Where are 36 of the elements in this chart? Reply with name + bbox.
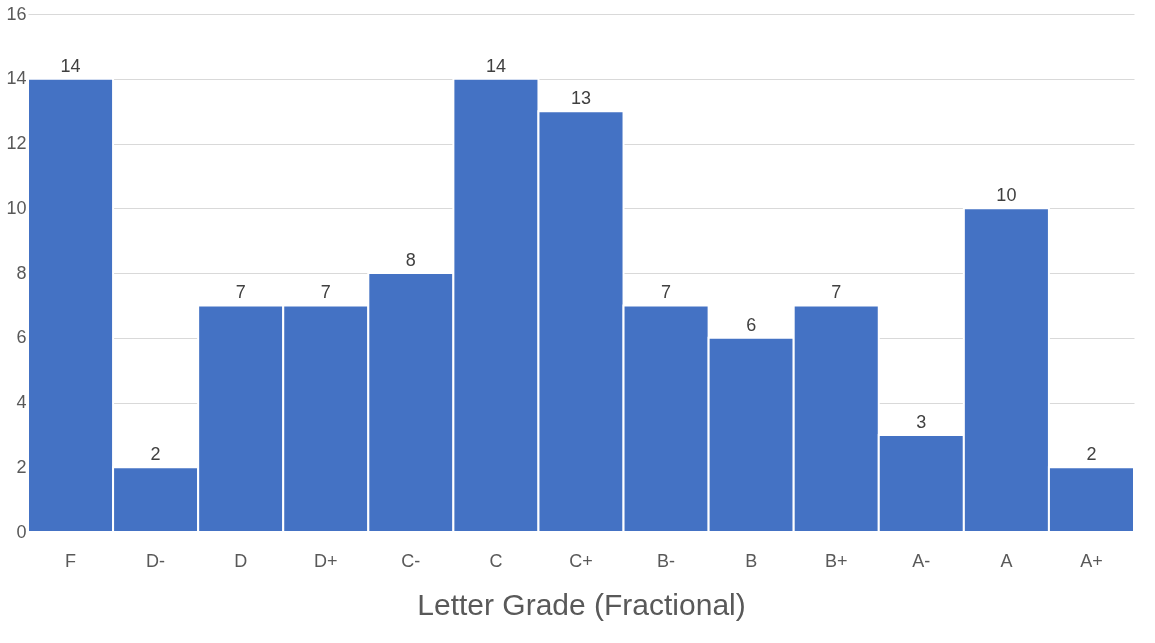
x-tick-label: D xyxy=(234,550,248,571)
data-label: 14 xyxy=(485,55,506,76)
x-tick-label: C xyxy=(489,550,503,571)
y-tick-label: 2 xyxy=(16,456,27,477)
data-label: 6 xyxy=(746,314,757,335)
x-tick-label: D+ xyxy=(314,550,338,571)
y-tick-label: 10 xyxy=(6,197,27,218)
x-tick-label: A- xyxy=(912,550,931,571)
data-label: 7 xyxy=(661,282,672,303)
data-label: 8 xyxy=(405,250,416,270)
data-label: 2 xyxy=(150,444,161,465)
x-tick-label: B+ xyxy=(824,550,848,571)
y-tick-label: 0 xyxy=(16,521,27,542)
x-tick-label: C- xyxy=(401,550,421,571)
x-tick-label: C+ xyxy=(569,550,593,571)
x-tick-label: A xyxy=(1000,550,1013,571)
x-tick-label: D- xyxy=(146,550,166,571)
data-label: 14 xyxy=(60,55,81,76)
data-label: 7 xyxy=(235,282,246,303)
data-label: 7 xyxy=(320,282,331,303)
data-label: 2 xyxy=(1086,444,1097,465)
x-axis-title: Letter Grade (Fractional) xyxy=(417,587,746,621)
y-tick-label: 14 xyxy=(6,68,27,89)
y-tick-label: 8 xyxy=(16,262,27,283)
x-tick-label: A+ xyxy=(1080,550,1103,571)
y-tick-label: 12 xyxy=(6,133,27,153)
y-tick-label: 6 xyxy=(16,327,27,348)
x-tick-label: B xyxy=(745,550,758,571)
data-label: 13 xyxy=(570,88,592,109)
data-label: 3 xyxy=(916,411,927,432)
y-tick-label: 16 xyxy=(6,3,27,24)
data-label: 10 xyxy=(996,185,1017,206)
y-tick-label: 4 xyxy=(16,392,27,412)
data-label: 7 xyxy=(831,282,842,303)
x-tick-label: F xyxy=(65,550,77,571)
x-tick-label: B- xyxy=(657,550,676,571)
